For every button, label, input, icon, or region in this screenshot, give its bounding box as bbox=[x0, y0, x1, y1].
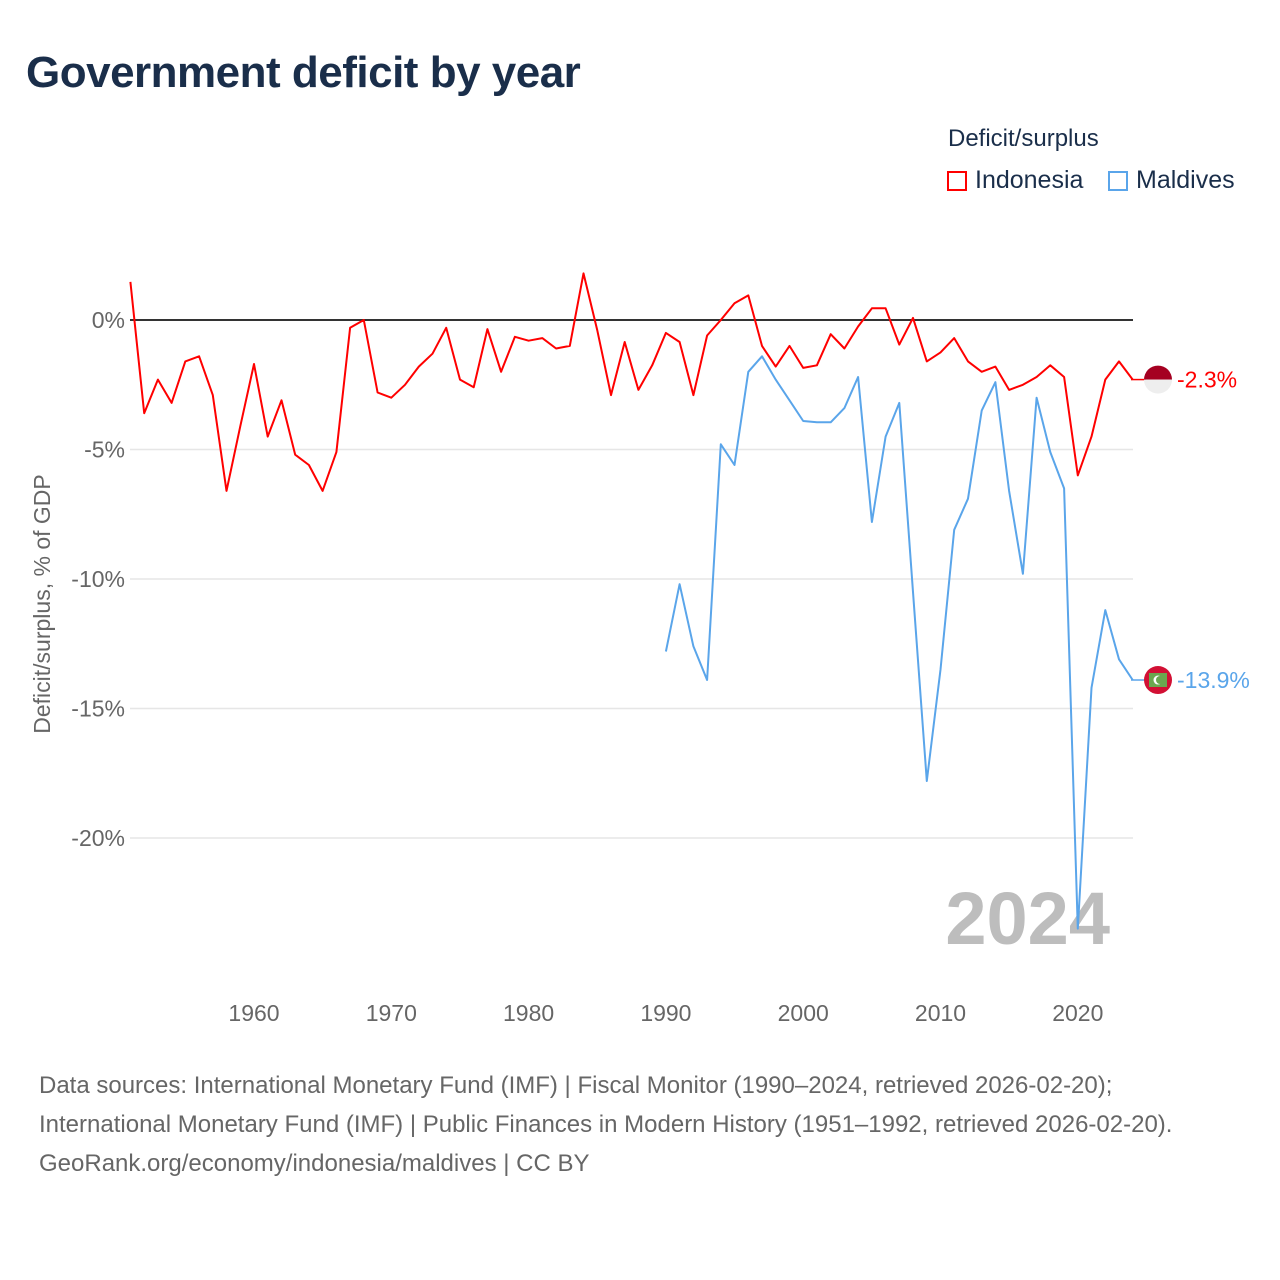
series-line-indonesia bbox=[129, 272, 1134, 492]
legend-swatch-maldives bbox=[1108, 170, 1128, 191]
end-value-label: -13.9% bbox=[1177, 667, 1250, 693]
x-tick-label: 1970 bbox=[366, 1000, 417, 1026]
y-tick-label: -20% bbox=[71, 825, 125, 851]
year-watermark: 2024 bbox=[945, 877, 1110, 960]
end-value-label: -2.3% bbox=[1177, 367, 1237, 393]
y-tick-label: 0% bbox=[92, 307, 125, 333]
legend-label: Maldives bbox=[1136, 166, 1235, 194]
x-tick-label: 1960 bbox=[228, 1000, 279, 1026]
x-tick-label: 1980 bbox=[503, 1000, 554, 1026]
y-tick-label: -5% bbox=[84, 437, 125, 463]
legend-item-indonesia[interactable]: Indonesia bbox=[947, 166, 1083, 195]
plot-area: 2024 Deficit/surplus, % of GDP 0% -5% -10%… bbox=[29, 272, 1250, 1026]
x-tick-label: 2000 bbox=[778, 1000, 829, 1026]
y-axis-label: Deficit/surplus, % of GDP bbox=[29, 474, 55, 733]
legend-title: Deficit/surplus bbox=[948, 125, 1099, 152]
x-tick-label: 2020 bbox=[1052, 1000, 1103, 1026]
data-sources: Data sources: International Monetary Fun… bbox=[39, 1072, 1173, 1138]
legend-label: Indonesia bbox=[975, 166, 1084, 194]
x-tick-label: 2010 bbox=[915, 1000, 966, 1026]
crescent-icon bbox=[1156, 676, 1164, 685]
x-tick-label: 1990 bbox=[640, 1000, 691, 1026]
indonesia-flag-icon bbox=[1144, 379, 1172, 394]
legend-item-maldives[interactable]: Maldives bbox=[1108, 166, 1235, 195]
series-line-maldives bbox=[664, 355, 1134, 930]
indonesia-flag-icon bbox=[1144, 365, 1172, 380]
footer: Data sources: International Monetary Fun… bbox=[39, 1066, 1239, 1183]
chart-title: Government deficit by year bbox=[26, 48, 581, 97]
credit-link[interactable]: GeoRank.org/economy/indonesia/maldives |… bbox=[39, 1150, 590, 1177]
y-tick-label: -15% bbox=[71, 696, 125, 722]
legend-swatch-indonesia bbox=[947, 170, 967, 191]
y-tick-label: -10% bbox=[71, 566, 125, 592]
